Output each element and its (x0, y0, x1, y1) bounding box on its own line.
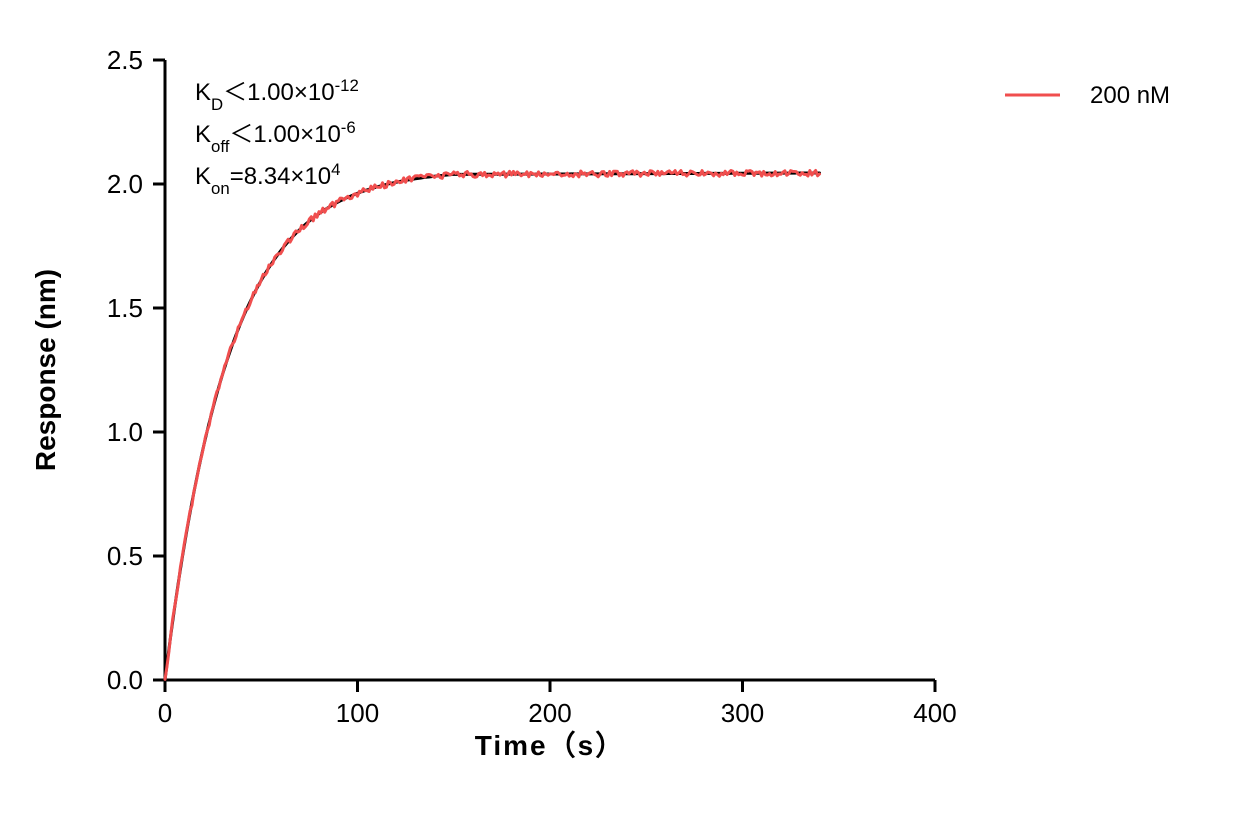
y-axis-label: Response (nm) (30, 269, 61, 471)
chart-svg: 0 100 200 300 400 0.0 0.5 1.0 1.5 2.0 2.5 Time（s） Re… (0, 0, 1233, 825)
x-tick-label: 300 (721, 698, 764, 728)
x-tick-label: 0 (158, 698, 172, 728)
x-tick-label: 400 (913, 698, 956, 728)
y-tick-label: 2.5 (107, 45, 143, 75)
x-axis-label: Time（s） (475, 729, 625, 761)
y-tick-label: 1.5 (107, 293, 143, 323)
y-tick-label: 2.0 (107, 169, 143, 199)
x-tick-label: 100 (336, 698, 379, 728)
x-tick-label: 200 (528, 698, 571, 728)
y-tick-label: 0.0 (107, 665, 143, 695)
binding-kinetics-chart: 0 100 200 300 400 0.0 0.5 1.0 1.5 2.0 2.5 Time（s） Re… (0, 0, 1233, 825)
y-tick-label: 1.0 (107, 417, 143, 447)
legend-label: 200 nM (1090, 82, 1170, 109)
y-tick-label: 0.5 (107, 541, 143, 571)
